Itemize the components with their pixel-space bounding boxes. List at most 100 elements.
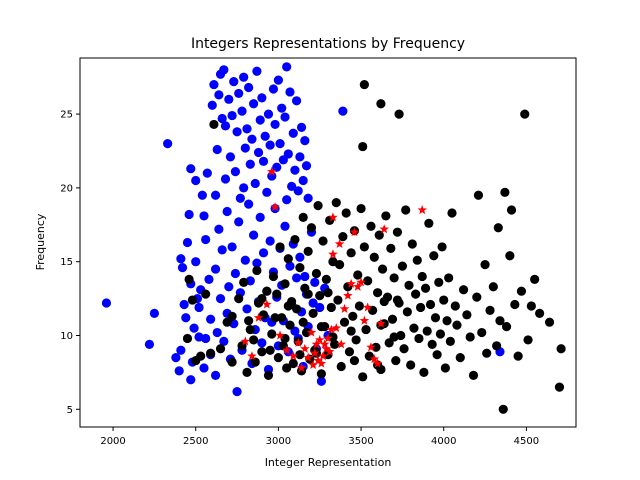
y-tick-label: 25 — [60, 110, 73, 121]
data-point — [389, 332, 399, 342]
data-point — [401, 205, 411, 215]
data-point — [262, 299, 272, 309]
data-point — [482, 348, 492, 358]
data-point — [298, 175, 308, 186]
data-point — [242, 124, 252, 134]
data-point — [227, 242, 237, 252]
data-point — [252, 258, 262, 268]
data-point — [214, 90, 224, 100]
data-point — [275, 330, 285, 340]
data-point — [171, 353, 181, 363]
data-point — [313, 201, 323, 211]
data-point — [339, 317, 350, 327]
data-point — [300, 343, 310, 353]
data-point — [356, 203, 366, 214]
data-point — [290, 234, 300, 245]
data-point — [493, 223, 503, 233]
data-point — [409, 323, 419, 333]
data-point — [516, 286, 527, 296]
data-point — [354, 301, 365, 311]
data-point — [272, 289, 282, 299]
data-point — [359, 315, 370, 325]
data-point — [210, 370, 221, 380]
data-point — [394, 109, 404, 119]
data-point — [252, 66, 262, 76]
data-point — [253, 147, 264, 158]
data-point — [220, 174, 231, 184]
data-point — [429, 251, 439, 261]
data-point — [217, 245, 227, 255]
data-point — [473, 190, 484, 200]
data-point — [318, 351, 328, 361]
data-point — [224, 282, 234, 292]
data-point — [229, 77, 239, 87]
data-point — [338, 106, 348, 116]
data-point — [417, 205, 427, 215]
data-point — [556, 344, 566, 354]
data-point — [272, 162, 282, 172]
data-point — [392, 227, 403, 237]
data-point — [303, 352, 313, 362]
data-point — [442, 316, 452, 326]
data-point — [391, 355, 401, 366]
y-tick-label: 20 — [60, 183, 73, 194]
data-point — [444, 273, 454, 283]
data-point — [232, 127, 242, 137]
data-point — [369, 252, 379, 262]
data-point — [181, 313, 191, 323]
data-point — [334, 238, 345, 249]
data-point — [349, 355, 360, 366]
x-tick-label: 3000 — [266, 436, 291, 447]
data-point — [328, 332, 338, 342]
data-point — [419, 367, 429, 377]
x-tick-label: 2500 — [183, 436, 208, 447]
data-points — [101, 62, 566, 414]
data-point — [455, 353, 465, 363]
data-point — [282, 62, 292, 72]
data-point — [202, 168, 212, 178]
data-point — [242, 304, 252, 314]
data-point — [295, 262, 305, 273]
data-point — [283, 301, 293, 311]
data-point — [333, 295, 343, 305]
data-point — [212, 144, 222, 155]
x-tick-label: 3500 — [348, 436, 373, 447]
data-point — [267, 166, 277, 176]
data-point — [258, 156, 269, 166]
data-point — [209, 119, 219, 130]
data-point — [186, 164, 196, 174]
data-point — [420, 283, 431, 293]
data-point — [328, 212, 338, 222]
data-point — [425, 299, 436, 310]
data-point — [249, 99, 259, 109]
data-point — [331, 323, 342, 333]
data-point — [346, 326, 356, 336]
data-point — [397, 261, 407, 271]
data-point — [341, 208, 351, 218]
data-point — [227, 110, 237, 121]
data-point — [287, 181, 297, 192]
data-point — [311, 268, 322, 279]
data-point — [187, 295, 198, 305]
data-point — [249, 230, 259, 240]
data-point — [313, 355, 323, 365]
data-point — [285, 320, 295, 330]
data-point — [336, 361, 346, 372]
data-point — [314, 334, 325, 344]
data-point — [283, 149, 293, 159]
data-point — [240, 255, 250, 265]
data-point — [295, 252, 305, 262]
data-point — [495, 316, 505, 326]
data-point — [306, 327, 317, 337]
data-point — [182, 237, 193, 248]
data-point — [293, 337, 303, 347]
data-point — [283, 254, 293, 264]
data-point — [465, 332, 475, 342]
data-point — [270, 202, 280, 212]
data-point — [450, 301, 460, 311]
data-point — [445, 336, 455, 346]
data-point — [513, 351, 523, 361]
data-point — [321, 274, 331, 284]
data-point — [432, 350, 442, 360]
